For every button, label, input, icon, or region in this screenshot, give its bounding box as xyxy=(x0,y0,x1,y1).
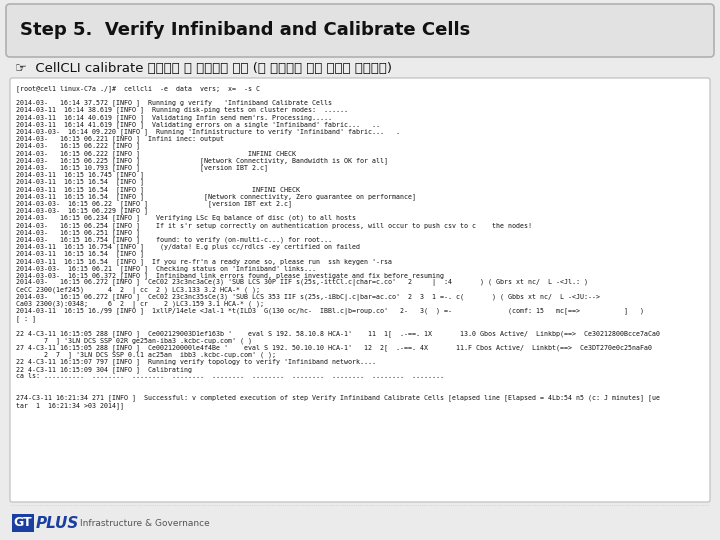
Text: 27 4-C3-11 16:15:05 288 [INFO ]  Ce002120000le4f4Be '    eval S 192. 50.10.10 HC: 27 4-C3-11 16:15:05 288 [INFO ] Ce002120… xyxy=(16,344,652,351)
Text: 2014-03-   16:15 06.254 [INFO ]    If it s'r setup correctly on authentication p: 2014-03- 16:15 06.254 [INFO ] If it s'r … xyxy=(16,222,532,228)
Text: 2014-03-11  16:14 41.619 [INFO ]  Validating errors on a single 'Infiniband' fab: 2014-03-11 16:14 41.619 [INFO ] Validati… xyxy=(16,121,380,128)
Text: 2014-03-   16:15 06.225 [INFO ]               [Network Connectivity, Bandwidth i: 2014-03- 16:15 06.225 [INFO ] [Network C… xyxy=(16,157,388,164)
Text: 2014-03-03-  16:15 06.372 [INFO ]  Infiniband link errors found, please investig: 2014-03-03- 16:15 06.372 [INFO ] Infinib… xyxy=(16,272,444,279)
Text: 2014-03-   16:15 06.221 [INFO ]  Infini inec: output: 2014-03- 16:15 06.221 [INFO ] Infini ine… xyxy=(16,136,224,142)
Bar xyxy=(12,514,34,532)
Text: 22 4-C3-11 16:15:07 797 [INFO ]  Running verify topology to verify 'Infiniband n: 22 4-C3-11 16:15:07 797 [INFO ] Running … xyxy=(16,359,376,366)
Text: [root@cel1 linux-C7a ./]#  cellcli  -e  data  vers;  x=  -s C: [root@cel1 linux-C7a ./]# cellcli -e dat… xyxy=(16,85,260,92)
Text: 274-C3-11 16:21:34 271 [INFO ]  Successful: v completed execution of step Verify: 274-C3-11 16:21:34 271 [INFO ] Successfu… xyxy=(16,395,660,401)
Text: 2014-03-11  16:15 16.754 [INFO ]    (y/data! E.g plus cc/rdlcs -ey certified on : 2014-03-11 16:15 16.754 [INFO ] (y/data!… xyxy=(16,244,360,250)
Text: 2014-03-   16:15 06.222 [INFO ]                           INFINI CHECK: 2014-03- 16:15 06.222 [INFO ] INFINI CHE… xyxy=(16,150,296,157)
Text: Infrastructure & Governance: Infrastructure & Governance xyxy=(80,518,210,528)
Text: Ca03 2300(3):0348;     6  2  | cr    2 )LC3.159 3.1 HCA-* ( );: Ca03 2300(3):0348; 6 2 | cr 2 )LC3.159 3… xyxy=(16,301,264,308)
Text: [ : ]: [ : ] xyxy=(16,315,36,322)
Text: 2014-03-11  16:14 38.619 [INFO ]  Running disk-ping tests on cluster modes:  ...: 2014-03-11 16:14 38.619 [INFO ] Running … xyxy=(16,106,348,113)
Text: 2014-03-   16:15 06.251 [INFO ]: 2014-03- 16:15 06.251 [INFO ] xyxy=(16,229,148,236)
Text: 2014-03-11  16:14 40.619 [INFO ]  Validating Infin send mem'rs. Processing.....: 2014-03-11 16:14 40.619 [INFO ] Validati… xyxy=(16,114,332,120)
Text: 2014-03-   16:15 06.222 [INFO ]: 2014-03- 16:15 06.222 [INFO ] xyxy=(16,143,148,150)
Text: 2014-03-   16:14 37.572 [INFO ]  Running g verify   'Infiniband Calibrate Cells: 2014-03- 16:14 37.572 [INFO ] Running g … xyxy=(16,99,332,106)
Text: 2014-03-   16:15 16.754 [INFO ]    found: to verify (on-multi-c...) for root...: 2014-03- 16:15 16.754 [INFO ] found: to … xyxy=(16,236,332,243)
Text: 2014-03-03-  16:14 09.220 [INFO ]  Running 'Infinistructure to verify 'Infiniban: 2014-03-03- 16:14 09.220 [INFO ] Running… xyxy=(16,128,400,135)
Text: 2014-03-11  16:15 16./99 [INFO ]  1xllP/14ele <Jal-1 *t(ILD3  G(130 oc/hc-  IBBl: 2014-03-11 16:15 16./99 [INFO ] 1xllP/14… xyxy=(16,308,644,315)
Text: ca ls: ..........  ........  ........  ........  ........  ........  ........  .: ca ls: .......... ........ ........ ....… xyxy=(16,373,444,379)
Text: 2014-03-11  16:15 16.54  [INFO ]: 2014-03-11 16:15 16.54 [INFO ] xyxy=(16,251,152,258)
Text: 22 4-C3-11 16:15:09 304 [INFO ]  Calibrating: 22 4-C3-11 16:15:09 304 [INFO ] Calibrat… xyxy=(16,366,192,373)
Text: 2014-03-11  16:15 16.54  [INFO ]  If you re-fr'n a ready zone so, please run  ss: 2014-03-11 16:15 16.54 [INFO ] If you re… xyxy=(16,258,392,265)
Text: 2014-03-   16:15 06.272 [INFO ]  CeC02 23c3nc3aCe(3) 'SUB LCS 30P IIF s(25s,-itt: 2014-03- 16:15 06.272 [INFO ] CeC02 23c3… xyxy=(16,279,588,286)
Text: 2014-03-   16:15 10.793 [INFO ]               [version IBT 2.c]: 2014-03- 16:15 10.793 [INFO ] [version I… xyxy=(16,164,268,171)
Text: 2014-03-03-  16:15 06.229 [INFO ]: 2014-03-03- 16:15 06.229 [INFO ] xyxy=(16,207,156,214)
Text: 2  7  ] '3LN DCS SSP 0.l1 ac25an  ibb3 .kcbc-cup.com' ( );: 2 7 ] '3LN DCS SSP 0.l1 ac25an ibb3 .kcb… xyxy=(16,352,276,358)
Text: tar  1  16:21:34 >03 2014]]: tar 1 16:21:34 >03 2014]] xyxy=(16,402,124,409)
Text: PLUS: PLUS xyxy=(36,516,79,530)
Text: 2014-03-   16:15 06.234 [INFO ]    Verifying LSc Eq balance of disc (ot) to all : 2014-03- 16:15 06.234 [INFO ] Verifying … xyxy=(16,214,356,221)
Text: 2014-03-11  16:15 16.54  [INFO ]                           INFINI CHECK: 2014-03-11 16:15 16.54 [INFO ] INFINI CH… xyxy=(16,186,300,193)
Text: 7  ] '3LN DCS SSP 02R ge25an-iba3 .kcbc-cup.com' ( ): 7 ] '3LN DCS SSP 02R ge25an-iba3 .kcbc-c… xyxy=(16,337,252,344)
Text: 2014-03-   16:15 06.272 [INFO ]  CeC02 23c3nc35sCe(3) 'SUB LCS 353 IIF s(25s,-iB: 2014-03- 16:15 06.272 [INFO ] CeC02 23c3… xyxy=(16,294,600,301)
FancyBboxPatch shape xyxy=(10,78,710,502)
Text: 2014-03-03-  16:15 06.21  [INFO ]  Checking status on 'Infiniband' links...: 2014-03-03- 16:15 06.21 [INFO ] Checking… xyxy=(16,265,316,272)
Text: ☞  CellCLI calibrate 명령으로 셀 디스크를 확인 (셀 디스크의 성능 특성을 테스트함): ☞ CellCLI calibrate 명령으로 셀 디스크를 확인 (셀 디스… xyxy=(15,62,392,75)
Text: 2014-03-11  16:15 16.54  [INFO ]               [Network connectivity, Zero guara: 2014-03-11 16:15 16.54 [INFO ] [Network … xyxy=(16,193,416,200)
Text: 2014-03-11  16:15 16.54  [INFO ]: 2014-03-11 16:15 16.54 [INFO ] xyxy=(16,179,152,185)
FancyBboxPatch shape xyxy=(6,4,714,57)
Text: GT: GT xyxy=(14,516,32,530)
Text: Step 5.  Verify Infiniband and Calibrate Cells: Step 5. Verify Infiniband and Calibrate … xyxy=(20,21,470,39)
Text: 2014-03-03-  16:15 06.22  [INFO ]               [version IBT ext 2.c]: 2014-03-03- 16:15 06.22 [INFO ] [version… xyxy=(16,200,292,207)
Text: CeCC 2300(1ef245)      4  2  | cc  2 ) LC3.133 3.2 HCA-* ( );: CeCC 2300(1ef245) 4 2 | cc 2 ) LC3.133 3… xyxy=(16,287,260,294)
Text: 2014-03-11  16:15 16.745 [INFO ]: 2014-03-11 16:15 16.745 [INFO ] xyxy=(16,171,152,178)
Text: 22 4-C3-11 16:15:05 288 [INFO ]  Ce002129003D1ef163b '    eval S 192. 58.10.8 HC: 22 4-C3-11 16:15:05 288 [INFO ] Ce002129… xyxy=(16,330,660,336)
